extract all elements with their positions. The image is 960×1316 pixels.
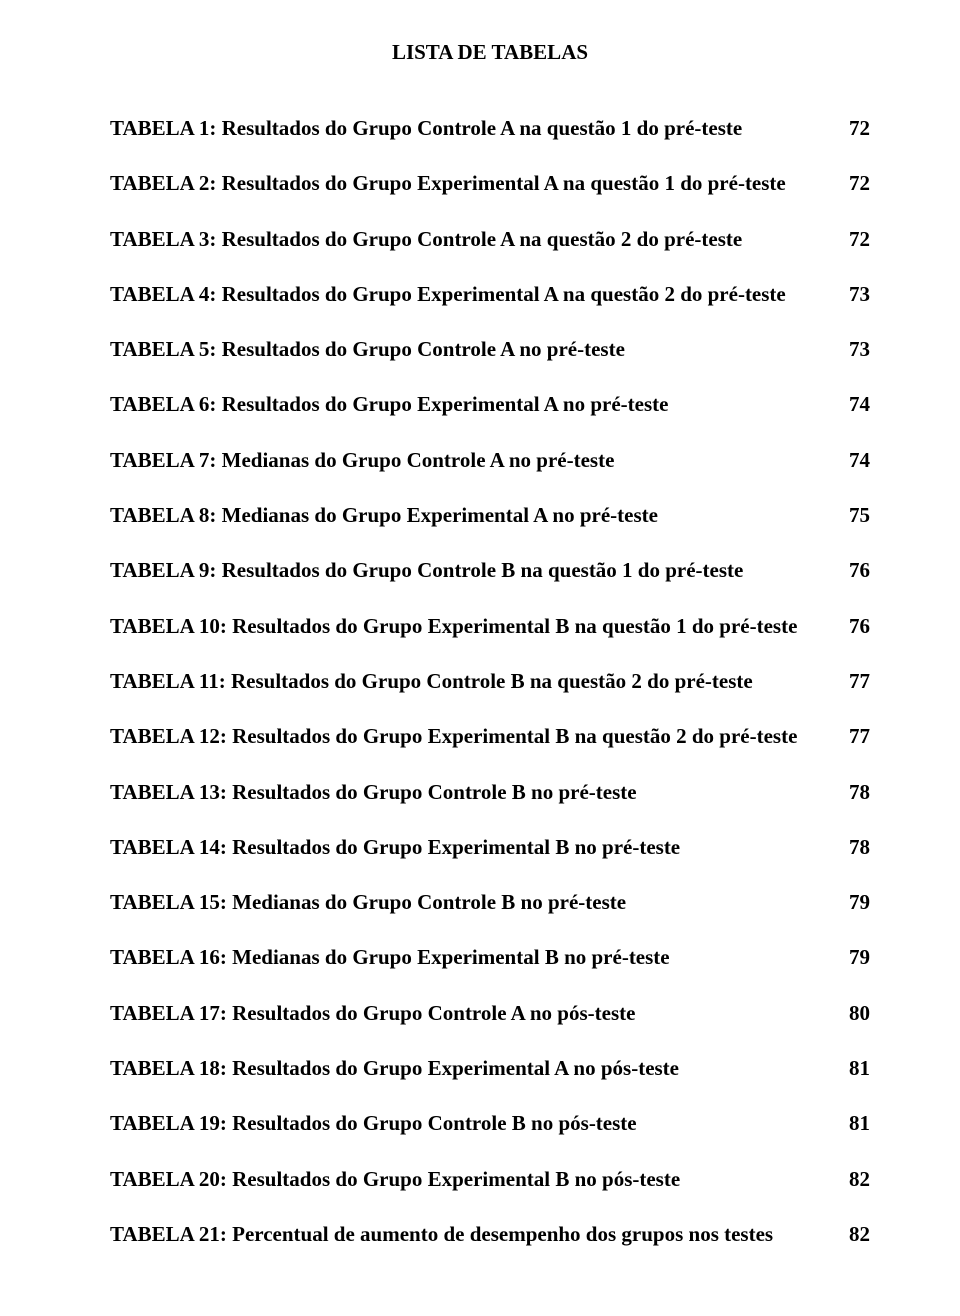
toc-entry-page: 82 [849,1221,870,1248]
toc-entry-page: 81 [849,1110,870,1137]
toc-entry: TABELA 14: Resultados do Grupo Experimen… [110,834,870,861]
toc-page: LISTA DE TABELAS TABELA 1: Resultados do… [0,0,960,1316]
toc-entry-label: TABELA 15: Medianas do Grupo Controle B … [110,889,626,916]
toc-list: TABELA 1: Resultados do Grupo Controle A… [110,115,870,1248]
toc-entry-page: 73 [849,281,870,308]
toc-entry-label: TABELA 6: Resultados do Grupo Experiment… [110,391,668,418]
toc-entry: TABELA 11: Resultados do Grupo Controle … [110,668,870,695]
toc-entry: TABELA 2: Resultados do Grupo Experiment… [110,170,870,197]
toc-entry: TABELA 16: Medianas do Grupo Experimenta… [110,944,870,971]
toc-entry-label: TABELA 19: Resultados do Grupo Controle … [110,1110,637,1137]
toc-entry: TABELA 13: Resultados do Grupo Controle … [110,779,870,806]
toc-entry-page: 79 [849,889,870,916]
toc-entry: TABELA 18: Resultados do Grupo Experimen… [110,1055,870,1082]
toc-entry: TABELA 17: Resultados do Grupo Controle … [110,1000,870,1027]
toc-entry-page: 76 [849,613,870,640]
toc-entry: TABELA 19: Resultados do Grupo Controle … [110,1110,870,1137]
toc-entry-label: TABELA 7: Medianas do Grupo Controle A n… [110,447,614,474]
toc-entry-page: 72 [849,115,870,142]
toc-entry: TABELA 12: Resultados do Grupo Experimen… [110,723,870,750]
toc-entry-label: TABELA 14: Resultados do Grupo Experimen… [110,834,680,861]
toc-entry: TABELA 10: Resultados do Grupo Experimen… [110,613,870,640]
toc-entry-label: TABELA 2: Resultados do Grupo Experiment… [110,170,786,197]
toc-entry-page: 78 [849,779,870,806]
toc-entry-label: TABELA 4: Resultados do Grupo Experiment… [110,281,786,308]
toc-entry-page: 72 [849,226,870,253]
toc-entry-label: TABELA 18: Resultados do Grupo Experimen… [110,1055,679,1082]
toc-entry: TABELA 20: Resultados do Grupo Experimen… [110,1166,870,1193]
toc-entry-label: TABELA 17: Resultados do Grupo Controle … [110,1000,635,1027]
toc-entry-page: 78 [849,834,870,861]
toc-entry-page: 73 [849,336,870,363]
toc-entry-label: TABELA 11: Resultados do Grupo Controle … [110,668,753,695]
toc-entry-label: TABELA 12: Resultados do Grupo Experimen… [110,723,797,750]
toc-entry: TABELA 15: Medianas do Grupo Controle B … [110,889,870,916]
toc-entry-label: TABELA 9: Resultados do Grupo Controle B… [110,557,743,584]
toc-entry-label: TABELA 3: Resultados do Grupo Controle A… [110,226,742,253]
toc-entry-page: 82 [849,1166,870,1193]
toc-entry-page: 79 [849,944,870,971]
toc-entry-label: TABELA 13: Resultados do Grupo Controle … [110,779,637,806]
toc-entry-page: 77 [849,723,870,750]
toc-entry-page: 74 [849,447,870,474]
toc-entry: TABELA 8: Medianas do Grupo Experimental… [110,502,870,529]
toc-entry: TABELA 3: Resultados do Grupo Controle A… [110,226,870,253]
toc-entry-label: TABELA 10: Resultados do Grupo Experimen… [110,613,797,640]
toc-entry-page: 72 [849,170,870,197]
toc-entry-page: 76 [849,557,870,584]
toc-entry-page: 77 [849,668,870,695]
toc-entry: TABELA 5: Resultados do Grupo Controle A… [110,336,870,363]
toc-entry-label: TABELA 5: Resultados do Grupo Controle A… [110,336,625,363]
toc-entry-label: TABELA 21: Percentual de aumento de dese… [110,1221,773,1248]
toc-entry: TABELA 4: Resultados do Grupo Experiment… [110,281,870,308]
toc-entry: TABELA 9: Resultados do Grupo Controle B… [110,557,870,584]
toc-entry: TABELA 21: Percentual de aumento de dese… [110,1221,870,1248]
toc-entry: TABELA 1: Resultados do Grupo Controle A… [110,115,870,142]
page-title: LISTA DE TABELAS [110,40,870,65]
toc-entry-page: 75 [849,502,870,529]
toc-entry-label: TABELA 16: Medianas do Grupo Experimenta… [110,944,670,971]
toc-entry-page: 80 [849,1000,870,1027]
toc-entry: TABELA 6: Resultados do Grupo Experiment… [110,391,870,418]
toc-entry-label: TABELA 8: Medianas do Grupo Experimental… [110,502,658,529]
toc-entry-page: 74 [849,391,870,418]
toc-entry-label: TABELA 20: Resultados do Grupo Experimen… [110,1166,680,1193]
toc-entry-page: 81 [849,1055,870,1082]
toc-entry: TABELA 7: Medianas do Grupo Controle A n… [110,447,870,474]
toc-entry-label: TABELA 1: Resultados do Grupo Controle A… [110,115,742,142]
